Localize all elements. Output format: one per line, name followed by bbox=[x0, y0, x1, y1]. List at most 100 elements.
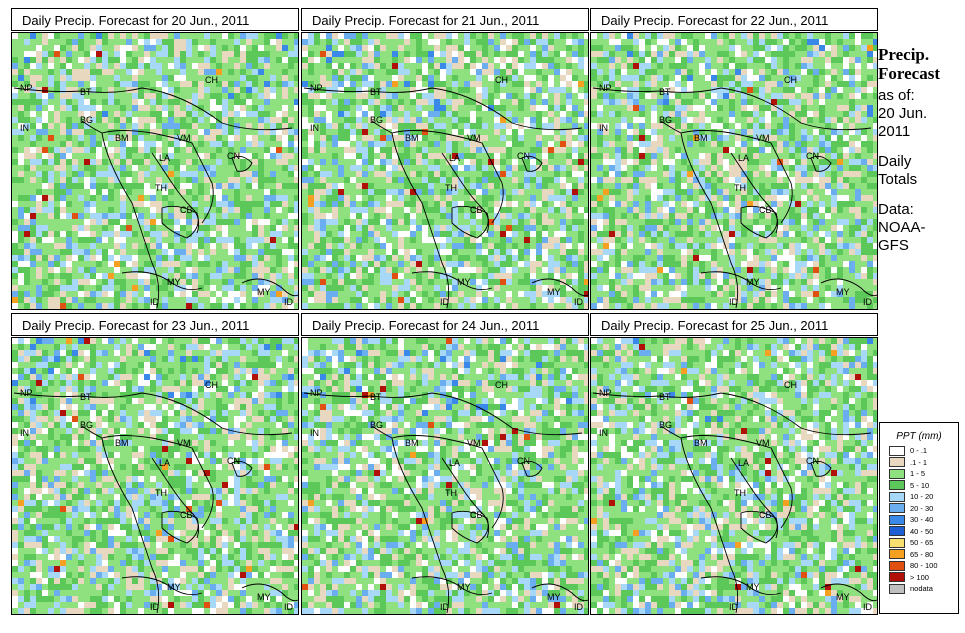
legend-label: 65 - 80 bbox=[910, 549, 934, 559]
border-line bbox=[660, 425, 739, 614]
country-label: BT bbox=[370, 87, 382, 97]
forecast-panel-4: Daily Precip. Forecast for 23 Jun., 2011… bbox=[11, 313, 301, 615]
country-label: BM bbox=[115, 438, 129, 448]
country-label: TH bbox=[734, 488, 746, 498]
country-label: NP bbox=[599, 388, 612, 398]
forecast-panel-1: Daily Precip. Forecast for 20 Jun., 2011… bbox=[11, 8, 301, 310]
country-label: ID bbox=[150, 602, 160, 612]
legend-item: 5 - 10 bbox=[889, 480, 958, 492]
legend-item: 80 - 100 bbox=[889, 560, 958, 572]
sidebar-asof-label: as of: bbox=[878, 87, 915, 104]
country-label: MY bbox=[836, 592, 850, 602]
country-label: BT bbox=[659, 392, 671, 402]
border-line bbox=[81, 120, 160, 309]
country-label: IN bbox=[599, 428, 608, 438]
sidebar-info: Precip. Forecast as of: 20 Jun. 2011 Dai… bbox=[878, 45, 963, 255]
border-line bbox=[531, 583, 588, 602]
country-label: VM bbox=[177, 133, 191, 143]
country-label: ID bbox=[284, 602, 294, 612]
legend-item: 65 - 80 bbox=[889, 549, 958, 561]
legend-item: 40 - 50 bbox=[889, 526, 958, 538]
country-label: ID bbox=[863, 297, 873, 307]
country-label: BM bbox=[405, 133, 419, 143]
legend-swatch bbox=[889, 526, 905, 537]
border-line bbox=[303, 87, 583, 131]
border-line bbox=[740, 510, 778, 544]
border-line bbox=[391, 130, 504, 224]
border-line bbox=[411, 271, 493, 291]
country-label: BT bbox=[80, 392, 92, 402]
sidebar-source-2: GFS bbox=[878, 237, 909, 254]
panel-title: Daily Precip. Forecast for 22 Jun., 2011 bbox=[590, 8, 878, 31]
legend-swatch bbox=[889, 480, 905, 491]
border-line bbox=[81, 425, 160, 614]
border-line bbox=[371, 425, 450, 614]
border-line bbox=[101, 435, 214, 529]
border-line bbox=[810, 155, 832, 172]
legend-label: 50 - 65 bbox=[910, 538, 934, 548]
forecast-panel-3: Daily Precip. Forecast for 22 Jun., 2011… bbox=[590, 8, 880, 310]
border-line bbox=[451, 205, 489, 239]
legend-swatch bbox=[889, 583, 905, 594]
country-label: BM bbox=[694, 133, 708, 143]
country-label: CB bbox=[470, 205, 483, 215]
country-label: CN bbox=[517, 151, 530, 161]
border-line bbox=[241, 278, 298, 297]
country-label: VM bbox=[177, 438, 191, 448]
legend-swatch bbox=[889, 491, 905, 502]
country-label: MY bbox=[836, 287, 850, 297]
country-label: BG bbox=[370, 115, 383, 125]
country-label: CB bbox=[470, 510, 483, 520]
border-line bbox=[121, 576, 203, 596]
country-label: CH bbox=[495, 380, 508, 390]
country-label: CN bbox=[806, 151, 819, 161]
legend-swatch bbox=[889, 468, 905, 479]
legend-label: 40 - 50 bbox=[910, 526, 934, 536]
country-label: VM bbox=[756, 438, 770, 448]
country-label: ID bbox=[440, 297, 450, 307]
country-label: CN bbox=[227, 151, 240, 161]
legend-label: 5 - 10 bbox=[910, 480, 930, 490]
sidebar-title-line2: Forecast bbox=[878, 64, 940, 83]
border-line bbox=[810, 460, 832, 477]
border-line bbox=[740, 205, 778, 239]
legend-swatch bbox=[889, 503, 905, 514]
country-label: BT bbox=[659, 87, 671, 97]
country-label: BG bbox=[370, 420, 383, 430]
country-label: LA bbox=[159, 153, 170, 163]
country-label: NP bbox=[20, 388, 33, 398]
border-line bbox=[231, 155, 253, 172]
precip-field: NP BT BG IN BM CH VM LA TH CB CN MY ID MY ID bbox=[12, 33, 298, 309]
legend-item: 1 - 5 bbox=[889, 468, 958, 480]
precip-map: NP BT BG IN BM CH VM LA TH CB CN MY ID MY ID bbox=[11, 32, 299, 310]
legend-label: 30 - 40 bbox=[910, 515, 934, 525]
border-line bbox=[820, 583, 877, 602]
country-label: MY bbox=[167, 582, 181, 592]
sidebar-totals: Totals bbox=[878, 171, 918, 188]
precip-map: NP BT BG IN BM CH VM LA TH CB CN MY ID MY ID bbox=[301, 337, 589, 615]
country-label: TH bbox=[734, 183, 746, 193]
country-label: NP bbox=[599, 83, 612, 93]
sidebar-source-1: NOAA- bbox=[878, 219, 926, 236]
legend-item: 0 - .1 bbox=[889, 445, 958, 457]
country-label: CB bbox=[759, 205, 772, 215]
country-label: CN bbox=[806, 456, 819, 466]
country-label: ID bbox=[440, 602, 450, 612]
border-line bbox=[371, 120, 450, 309]
border-line bbox=[241, 583, 298, 602]
legend-label: 1 - 5 bbox=[910, 469, 926, 479]
forecast-panel-2: Daily Precip. Forecast for 21 Jun., 2011… bbox=[301, 8, 591, 310]
country-label: BG bbox=[80, 420, 93, 430]
country-label: MY bbox=[257, 592, 271, 602]
country-label: MY bbox=[457, 277, 471, 287]
country-label: IN bbox=[20, 428, 29, 438]
border-line bbox=[820, 278, 877, 297]
country-label: LA bbox=[738, 153, 749, 163]
precip-map: NP BT BG IN BM CH VM LA TH CB CN MY ID MY ID bbox=[11, 337, 299, 615]
border-line bbox=[531, 278, 588, 297]
border-line bbox=[680, 435, 793, 529]
precip-field: NP BT BG IN BM CH VM LA TH CB CN MY ID MY ID bbox=[302, 338, 588, 614]
border-line bbox=[660, 120, 739, 309]
country-label: CB bbox=[759, 510, 772, 520]
